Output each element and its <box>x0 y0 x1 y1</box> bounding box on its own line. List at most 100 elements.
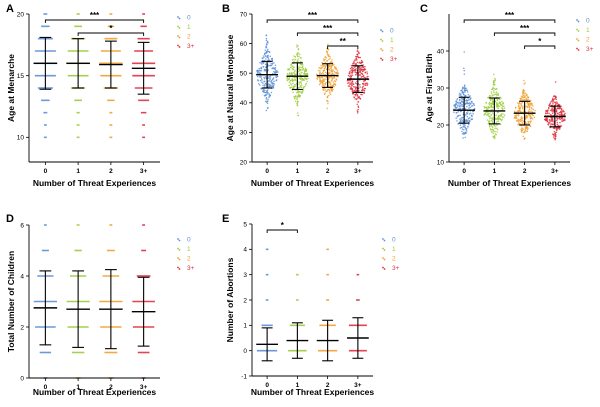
data-point <box>355 68 357 70</box>
legend-item: 2 <box>380 47 394 54</box>
data-point <box>528 108 531 110</box>
data-point <box>519 118 522 121</box>
significance-line <box>44 19 145 23</box>
x-tick-label: 0 <box>44 384 48 391</box>
data-point <box>272 85 274 87</box>
data-point <box>259 61 261 64</box>
data-point <box>551 107 553 109</box>
data-point <box>298 77 301 79</box>
data-point <box>472 113 474 115</box>
data-point <box>531 103 533 105</box>
data-point <box>469 120 471 122</box>
data-point <box>358 68 361 71</box>
data-point <box>328 64 330 66</box>
data-point <box>291 78 293 80</box>
legend-item: 1 <box>177 24 191 31</box>
legend-item: 0 <box>177 237 191 244</box>
data-point <box>273 62 275 64</box>
y-tick-label: 50 <box>240 71 248 78</box>
data-point <box>549 102 552 104</box>
data-point <box>275 76 278 78</box>
data-point <box>503 107 506 109</box>
legend-marker <box>383 239 386 242</box>
legend-marker <box>177 247 179 250</box>
data-point <box>468 107 470 109</box>
data-point <box>490 95 492 97</box>
data-point <box>493 91 495 94</box>
data-point <box>552 102 554 105</box>
data-point <box>300 81 302 83</box>
data-point <box>272 87 275 89</box>
legend-marker <box>577 30 580 32</box>
data-point <box>358 90 360 92</box>
data-point <box>460 89 462 92</box>
data-point <box>491 121 494 124</box>
data-point <box>319 70 321 72</box>
data-point <box>495 127 498 129</box>
legend-marker <box>178 36 181 39</box>
data-point <box>293 95 295 98</box>
data-point <box>322 64 324 66</box>
data-point <box>456 97 459 100</box>
legend-item: 2 <box>177 256 191 263</box>
error-bar-1 <box>286 62 309 91</box>
data-point <box>524 92 527 95</box>
data-point <box>457 108 460 110</box>
legend-item: 1 <box>177 246 191 253</box>
legend-label: 3+ <box>586 46 594 53</box>
data-point <box>494 93 497 96</box>
data-point <box>468 117 470 120</box>
data-point <box>349 88 352 90</box>
data-point <box>498 114 501 117</box>
data-point <box>359 86 361 88</box>
data-point <box>518 120 521 122</box>
data-point <box>557 113 559 115</box>
data-point <box>260 78 263 80</box>
y-axis-label: Age at Menarche <box>6 54 16 122</box>
data-point <box>497 93 499 96</box>
data-point <box>522 108 524 110</box>
data-point <box>552 120 554 123</box>
significance-label: ** <box>340 37 347 46</box>
legend-marker <box>177 44 179 47</box>
error-bar-0 <box>256 327 279 362</box>
data-point <box>520 98 522 101</box>
data-point <box>263 76 265 78</box>
data-point <box>320 67 322 70</box>
data-point <box>488 102 490 105</box>
data-point <box>322 88 324 91</box>
data-point <box>331 61 333 64</box>
data-point <box>546 116 548 119</box>
data-point <box>293 66 295 69</box>
data-points-d <box>33 224 155 379</box>
data-point <box>464 114 467 116</box>
y-tick-label: 30 <box>240 130 248 137</box>
data-point <box>298 81 301 84</box>
data-point <box>265 34 268 37</box>
data-point <box>562 114 564 117</box>
data-point <box>459 124 462 126</box>
data-point <box>363 83 365 86</box>
data-point <box>257 75 259 78</box>
legend-marker <box>576 47 578 50</box>
data-point <box>271 82 274 84</box>
data-point <box>527 103 529 106</box>
data-point <box>322 84 324 86</box>
data-point <box>349 67 352 70</box>
data-point <box>261 57 263 59</box>
data-point <box>291 79 293 82</box>
data-point <box>550 120 552 123</box>
data-point <box>270 64 273 67</box>
data-point <box>304 67 307 70</box>
data-point <box>455 112 457 114</box>
data-point <box>521 121 524 124</box>
data-point <box>556 123 559 126</box>
data-point <box>494 117 497 119</box>
legend-marker <box>178 27 181 29</box>
data-point <box>527 122 530 125</box>
data-point <box>520 123 522 125</box>
data-point <box>519 103 522 105</box>
data-point <box>294 69 296 72</box>
data-point <box>470 103 472 105</box>
data-point <box>466 91 469 93</box>
